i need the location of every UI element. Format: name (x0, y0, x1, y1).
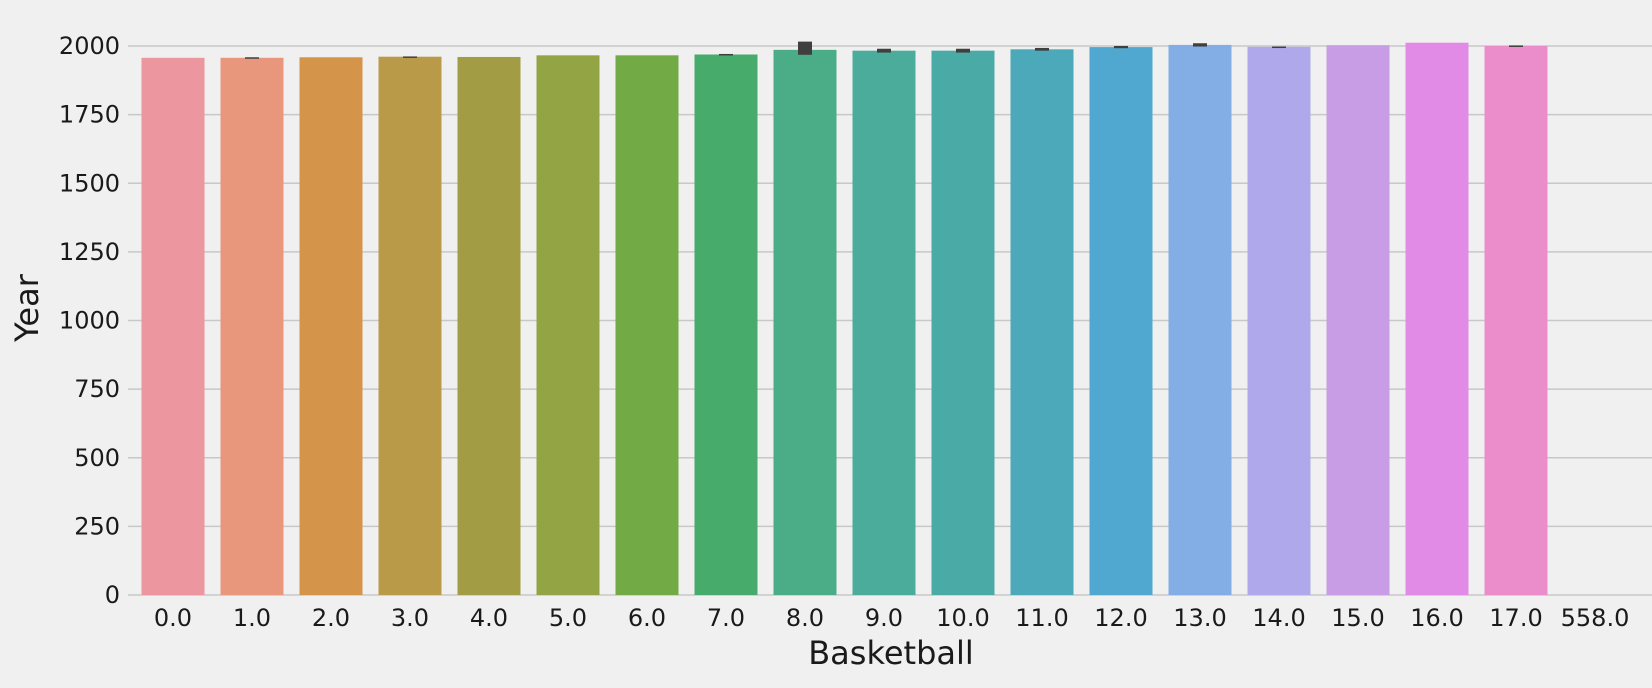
bar (852, 50, 916, 595)
x-tick-label: 3.0 (391, 604, 429, 632)
bar (1484, 46, 1548, 595)
x-tick-label: 10.0 (936, 604, 989, 632)
bar (694, 54, 758, 595)
x-tick-label: 11.0 (1015, 604, 1068, 632)
y-tick-label: 1250 (59, 238, 120, 266)
x-tick-label: 4.0 (470, 604, 508, 632)
x-tick-label: 9.0 (865, 604, 903, 632)
y-tick-label: 500 (74, 444, 120, 472)
bar (773, 49, 837, 595)
x-tick-label: 558.0 (1561, 604, 1630, 632)
x-tick-label: 17.0 (1489, 604, 1542, 632)
y-tick-label: 250 (74, 512, 120, 540)
x-tick-label: 15.0 (1331, 604, 1384, 632)
bar (378, 56, 442, 595)
bar (615, 55, 679, 595)
bar (536, 55, 600, 595)
bar (299, 57, 363, 595)
x-tick-label: 0.0 (154, 604, 192, 632)
bars (141, 42, 1548, 596)
x-tick-label: 6.0 (628, 604, 666, 632)
bar (457, 56, 521, 596)
error-bars (245, 41, 1523, 59)
bar (220, 57, 284, 595)
x-tick-label: 16.0 (1410, 604, 1463, 632)
y-tick-label: 1000 (59, 307, 120, 335)
y-axis-label: Year (8, 273, 46, 343)
bar (1168, 44, 1232, 596)
y-tick-label: 2000 (59, 32, 120, 60)
x-tick-label: 7.0 (707, 604, 745, 632)
y-tick-label: 750 (74, 375, 120, 403)
bar (1010, 49, 1074, 595)
bar (1405, 42, 1469, 596)
y-tick-label: 0 (105, 581, 120, 609)
x-tick-label: 13.0 (1173, 604, 1226, 632)
x-tick-label: 2.0 (312, 604, 350, 632)
y-tick-label: 1500 (59, 169, 120, 197)
bar (1089, 47, 1153, 595)
x-tick-labels: 0.0 1.0 2.0 3.0 4.0 5.0 6.0 7.0 8.0 9.0 10.0 11.0 12… (154, 604, 1629, 632)
bar (141, 57, 205, 595)
x-tick-label: 1.0 (233, 604, 271, 632)
y-tick-label: 1750 (59, 101, 120, 129)
bar (1326, 45, 1390, 595)
x-tick-label: 12.0 (1094, 604, 1147, 632)
bar (931, 50, 995, 595)
bar (1247, 46, 1311, 596)
x-tick-label: 8.0 (786, 604, 824, 632)
x-axis-label: Basketball (808, 634, 974, 672)
x-tick-label: 14.0 (1252, 604, 1305, 632)
x-tick-label: 5.0 (549, 604, 587, 632)
y-tick-labels: 0 250 500 750 1000 1250 1500 1750 2000 (59, 32, 120, 609)
